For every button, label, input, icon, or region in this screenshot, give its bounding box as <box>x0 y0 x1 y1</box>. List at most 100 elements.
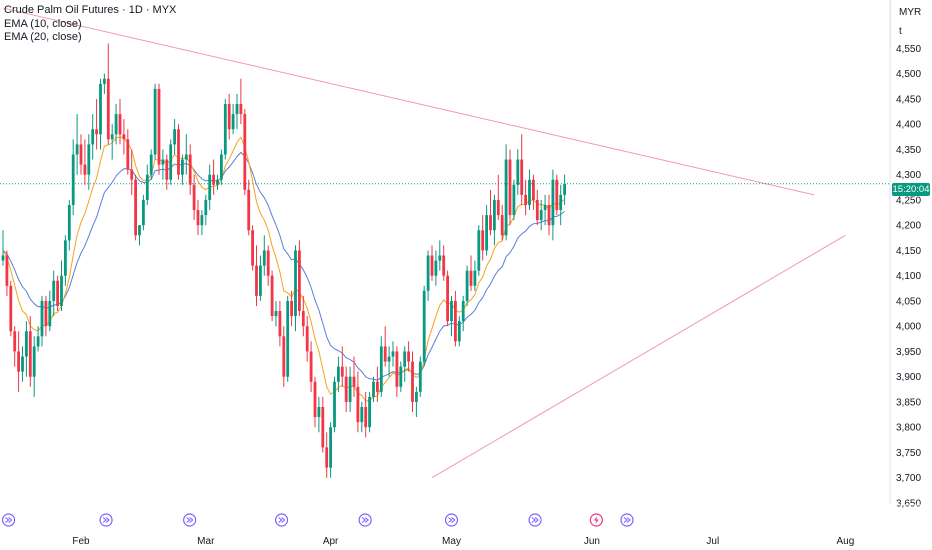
candle-body <box>48 300 52 327</box>
forward-arrow-icon[interactable] <box>358 513 372 527</box>
candle-body <box>196 210 200 226</box>
candle-body <box>493 199 496 231</box>
candle-body <box>64 240 67 276</box>
symbol-title[interactable]: Crude Palm Oil Futures · 1D · MYX <box>4 4 177 16</box>
y-tick-label: 4,500 <box>896 69 921 80</box>
candle-body <box>1 255 5 261</box>
candle-body <box>138 225 141 236</box>
candle-body <box>407 351 410 362</box>
lightning-icon[interactable] <box>589 513 603 527</box>
y-tick-label: 4,550 <box>896 44 921 55</box>
candle-body <box>461 300 465 322</box>
forward-arrow-icon[interactable] <box>528 513 542 527</box>
candle-body <box>212 174 215 185</box>
candle-body <box>481 230 485 251</box>
candle-body <box>184 154 188 160</box>
candle-body <box>477 230 481 271</box>
ema20-legend[interactable]: EMA (20, close) <box>4 31 82 43</box>
candle-body <box>321 407 325 448</box>
candle-body <box>333 381 336 428</box>
ema10-line <box>2 136 565 402</box>
y-tick-label: 4,400 <box>896 120 921 131</box>
candle-body <box>376 381 379 392</box>
candle-body <box>543 205 547 211</box>
candle-body <box>130 169 134 180</box>
candle-body <box>87 144 91 175</box>
candle-body <box>251 230 254 266</box>
candle-body <box>145 174 149 200</box>
candle-body <box>25 331 28 357</box>
candle-body <box>153 88 157 155</box>
y-tick-label: 3,850 <box>896 397 921 408</box>
candle-body <box>103 78 106 84</box>
candle-body <box>169 144 173 180</box>
forward-arrow-icon[interactable] <box>183 513 197 527</box>
candle-body <box>489 215 492 231</box>
candle-body <box>383 346 387 362</box>
candle-body <box>99 83 102 135</box>
candle-body <box>391 351 395 357</box>
y-tick-label: 3,650 <box>896 498 921 509</box>
candle-body <box>17 351 20 372</box>
candle-body <box>535 199 539 221</box>
candle-body <box>528 179 531 205</box>
y-tick-label: 4,100 <box>896 271 921 282</box>
candle-body <box>177 129 180 175</box>
candle-body <box>28 331 32 377</box>
chart-legend: Crude Palm Oil Futures · 1D · MYX EMA (1… <box>4 4 176 45</box>
candle-body <box>294 250 297 317</box>
candle-body <box>282 336 286 377</box>
last-price-countdown: 15:20:04 <box>892 183 930 196</box>
candle-body <box>278 311 282 337</box>
y-tick-label: 4,450 <box>896 94 921 105</box>
x-tick-label: May <box>442 536 461 547</box>
y-tick-label: 4,250 <box>896 195 921 206</box>
candle-body <box>430 255 434 276</box>
candle-body <box>122 134 126 140</box>
candle-body <box>188 154 192 185</box>
candle-body <box>496 199 500 216</box>
candle-body <box>204 199 208 216</box>
forward-arrow-icon[interactable] <box>274 513 289 527</box>
candle-body <box>60 275 63 306</box>
x-tick-label: Jun <box>584 536 600 547</box>
candle-body <box>539 210 543 221</box>
candle-body <box>563 183 566 195</box>
forward-arrow-icon[interactable] <box>620 513 634 527</box>
candle-body <box>118 114 122 135</box>
candle-body <box>520 159 524 195</box>
candle-body <box>79 144 83 165</box>
candle-body <box>235 104 239 115</box>
candle-body <box>438 255 442 261</box>
ema10-legend[interactable]: EMA (10, close) <box>4 17 82 30</box>
candle-body <box>91 129 95 145</box>
candle-body <box>83 164 87 175</box>
y-tick-label: 3,750 <box>896 448 921 459</box>
forward-arrow-icon[interactable] <box>1 513 16 527</box>
candle-body <box>465 270 469 301</box>
forward-arrow-icon[interactable] <box>99 513 113 527</box>
y-tick-label: 3,900 <box>896 372 921 383</box>
y-tick-label: 3,950 <box>896 347 921 358</box>
candle-body <box>379 346 383 392</box>
candle-body <box>309 351 313 382</box>
y-tick-label: 4,000 <box>896 322 921 333</box>
candle-body <box>426 255 430 291</box>
candle-body <box>344 376 348 402</box>
forward-arrow-icon[interactable] <box>444 513 459 527</box>
unit-label[interactable]: t <box>899 26 902 37</box>
candle-body <box>454 300 457 342</box>
candle-body <box>559 194 563 211</box>
candle-body <box>165 159 169 180</box>
candle-body <box>266 250 270 276</box>
candle-body <box>313 381 317 418</box>
candle-body <box>364 407 368 428</box>
y-tick-label: 4,350 <box>896 145 921 156</box>
candle-body <box>220 154 223 180</box>
y-tick-label: 3,800 <box>896 423 921 434</box>
currency-label[interactable]: MYR <box>899 7 922 18</box>
y-tick-label: 4,150 <box>896 246 921 257</box>
x-tick-label: Aug <box>837 536 855 547</box>
